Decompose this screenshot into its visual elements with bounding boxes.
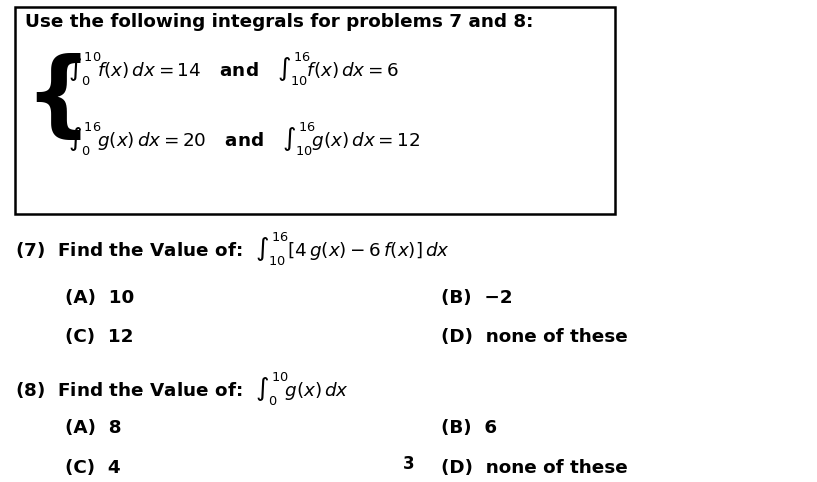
Text: $\int_0^{10}\! f(x)\,dx = 14$   and   $\int_{10}^{16}\! f(x)\,dx = 6$: $\int_0^{10}\! f(x)\,dx = 14$ and $\int_… bbox=[68, 51, 399, 88]
FancyBboxPatch shape bbox=[15, 7, 615, 214]
Text: 3: 3 bbox=[403, 455, 414, 473]
Text: (8)  Find the Value of:  $\int_0^{10}\! g(x)\, dx$: (8) Find the Value of: $\int_0^{10}\! g(… bbox=[15, 371, 349, 408]
Text: $\int_0^{16}\! g(x)\,dx = 20$   and   $\int_{10}^{16}\! g(x)\,dx = 12$: $\int_0^{16}\! g(x)\,dx = 20$ and $\int_… bbox=[68, 120, 420, 158]
Text: (B)  −2: (B) −2 bbox=[441, 289, 513, 307]
Text: (7)  Find the Value of:  $\int_{10}^{16}[4\, g(x) - 6\, f(x)]\, dx$: (7) Find the Value of: $\int_{10}^{16}[4… bbox=[15, 231, 449, 268]
Text: (A)  10: (A) 10 bbox=[65, 289, 135, 307]
Text: (C)  4: (C) 4 bbox=[65, 459, 121, 477]
Text: Use the following integrals for problems 7 and 8:: Use the following integrals for problems… bbox=[25, 13, 533, 31]
Text: (D)  none of these: (D) none of these bbox=[441, 459, 628, 477]
Text: (B)  6: (B) 6 bbox=[441, 419, 498, 437]
Text: (A)  8: (A) 8 bbox=[65, 419, 122, 437]
Text: (D)  none of these: (D) none of these bbox=[441, 328, 628, 346]
Text: {: { bbox=[25, 53, 92, 145]
Text: (C)  12: (C) 12 bbox=[65, 328, 134, 346]
